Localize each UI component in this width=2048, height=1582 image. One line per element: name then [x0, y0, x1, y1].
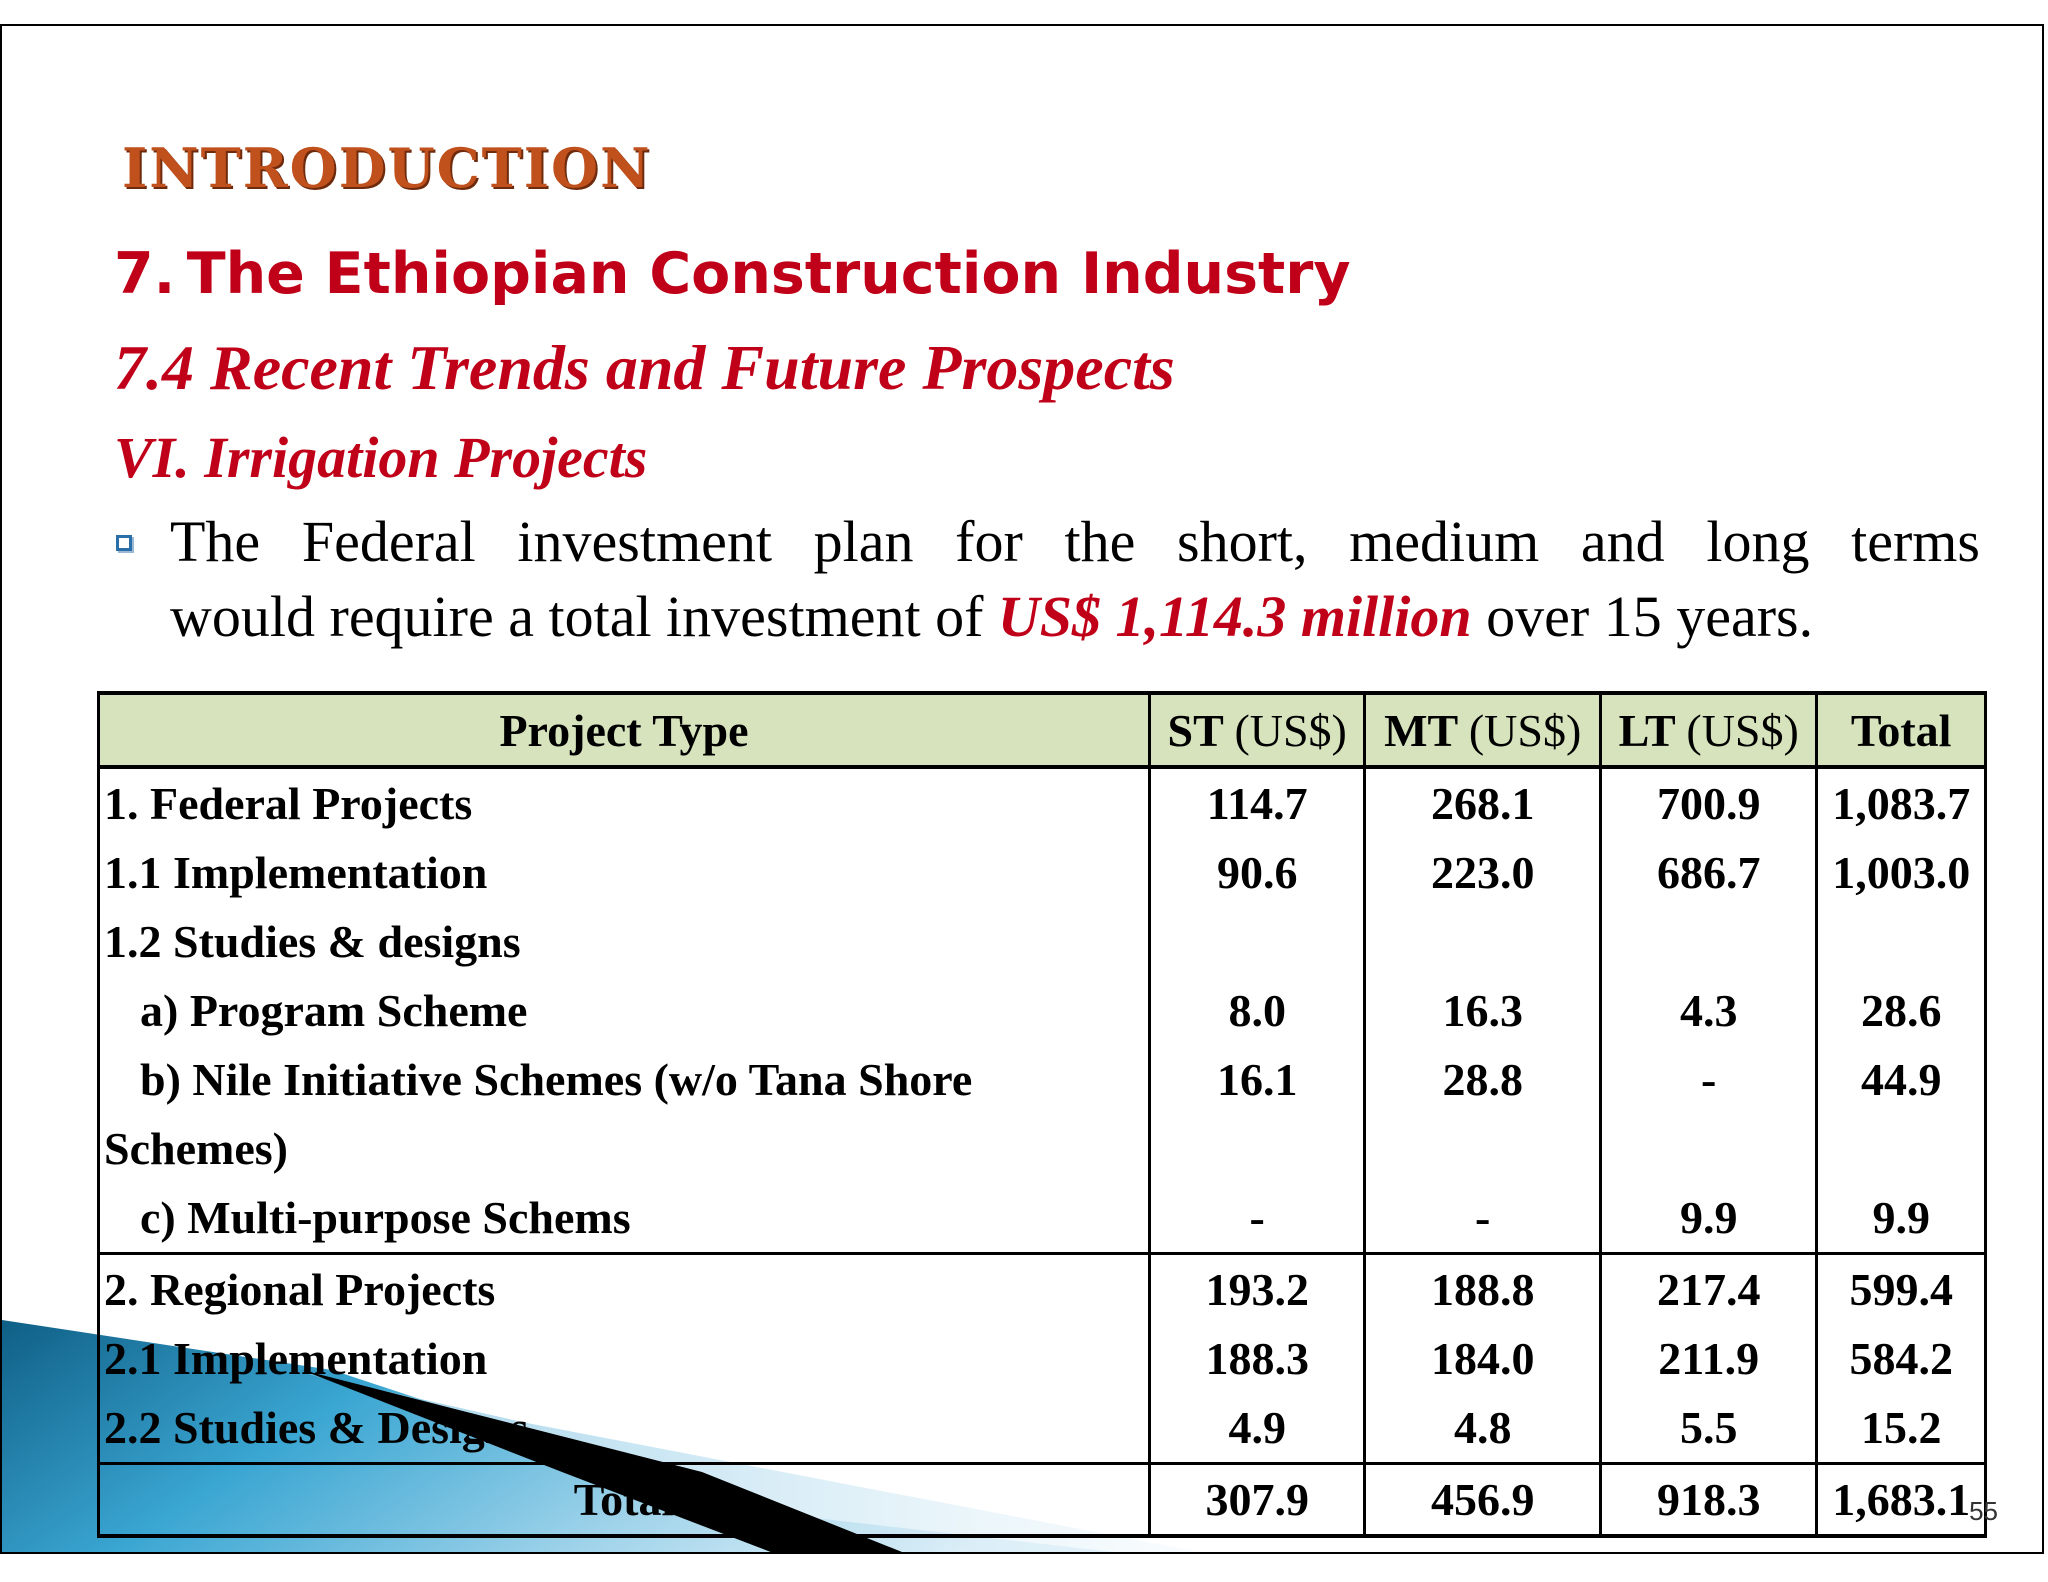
table-row: Schemes): [97, 1114, 1987, 1183]
investment-highlight: US$ 1,114.3 million: [997, 584, 1472, 649]
row-label: 1.1 Implementation: [97, 838, 1151, 907]
cell-st: 16.1: [1147, 1045, 1367, 1114]
cell-st: [1147, 1114, 1367, 1183]
row-label: Schemes): [97, 1114, 1151, 1183]
cell-st: 8.0: [1147, 976, 1367, 1045]
table-header-row: Project Type ST (US$) MT (US$) LT (US$) …: [97, 691, 1987, 769]
table-row: 2.1 Implementation 188.3 184.0 211.9 584…: [97, 1324, 1987, 1393]
cell-lt: [1598, 907, 1819, 976]
cell-total: 584.2: [1815, 1324, 1987, 1393]
row-label: c) Multi-purpose Schems: [97, 1183, 1151, 1255]
table-row: a) Program Scheme 8.0 16.3 4.3 28.6: [97, 976, 1987, 1045]
section-heading: VI. Irrigation Projects: [114, 425, 648, 490]
bullet-text-before: would require a total investment of: [170, 584, 998, 649]
header-project-type: Project Type: [97, 691, 1151, 769]
cell-mt: -: [1363, 1183, 1602, 1255]
cell-mt: 4.8: [1363, 1393, 1602, 1464]
cell-lt: 211.9: [1598, 1324, 1819, 1393]
slide-title: 7. The Ethiopian Construction Industry: [114, 241, 1351, 307]
cell-mt: 268.1: [1363, 767, 1602, 838]
cell-total: 44.9: [1815, 1045, 1987, 1114]
table-row: c) Multi-purpose Schems - - 9.9 9.9: [97, 1183, 1987, 1255]
table-row: 1. Federal Projects 114.7 268.1 700.9 1,…: [97, 767, 1987, 838]
row-label: 1.2 Studies & designs: [97, 907, 1151, 976]
page-number: 55: [1969, 1496, 1998, 1526]
slide: INTRODUCTION 7. The Ethiopian Constructi…: [0, 24, 2044, 1554]
total-mt: 456.9: [1363, 1462, 1602, 1538]
cell-st: 4.9: [1147, 1393, 1367, 1464]
cell-mt: 223.0: [1363, 838, 1602, 907]
cell-lt: 5.5: [1598, 1393, 1819, 1464]
cell-total: [1815, 907, 1987, 976]
header-st: ST (US$): [1147, 691, 1367, 769]
cell-lt: -: [1598, 1045, 1819, 1114]
header-st-label: ST: [1167, 704, 1223, 756]
cell-lt: [1598, 1114, 1819, 1183]
row-label: a) Program Scheme: [97, 976, 1151, 1045]
cell-total: 1,003.0: [1815, 838, 1987, 907]
cell-mt: 28.8: [1363, 1045, 1602, 1114]
header-mt-unit: (US$): [1468, 704, 1582, 756]
cell-total: 15.2: [1815, 1393, 1987, 1464]
row-label: 2.1 Implementation: [97, 1324, 1151, 1393]
row-label: b) Nile Initiative Schemes (w/o Tana Sho…: [97, 1045, 1151, 1114]
cell-total: 599.4: [1815, 1253, 1987, 1324]
total-label: Total: [97, 1462, 1151, 1538]
header-mt: MT (US$): [1363, 691, 1602, 769]
cell-st: 90.6: [1147, 838, 1367, 907]
row-label: 2.2 Studies & Designs: [97, 1393, 1151, 1464]
cell-st: 114.7: [1147, 767, 1367, 838]
cell-mt: 184.0: [1363, 1324, 1602, 1393]
cell-lt: 686.7: [1598, 838, 1819, 907]
header-total: Total: [1815, 691, 1987, 769]
row-label: 1. Federal Projects: [97, 767, 1151, 838]
bullet-paragraph: The Federal investment plan for the shor…: [170, 504, 1980, 654]
cell-mt: 16.3: [1363, 976, 1602, 1045]
cell-st: [1147, 907, 1367, 976]
cell-total: 9.9: [1815, 1183, 1987, 1255]
total-lt: 918.3: [1598, 1462, 1819, 1538]
cell-mt: [1363, 907, 1602, 976]
cell-lt: 700.9: [1598, 767, 1819, 838]
total-st: 307.9: [1147, 1462, 1367, 1538]
bullet-line-1: The Federal investment plan for the shor…: [170, 509, 1980, 574]
cell-total: 1,083.7: [1815, 767, 1987, 838]
header-st-unit: (US$): [1234, 704, 1347, 756]
cell-lt: 217.4: [1598, 1253, 1819, 1324]
table-row: 2.2 Studies & Designs 4.9 4.8 5.5 15.2: [97, 1393, 1987, 1464]
slide-subtitle: 7.4 Recent Trends and Future Prospects: [114, 332, 1175, 403]
bullet-square-icon: [116, 535, 132, 551]
table-total-row: Total 307.9 456.9 918.3 1,683.1: [97, 1462, 1987, 1538]
header-lt-label: LT: [1618, 704, 1675, 756]
header-mt-label: MT: [1384, 704, 1458, 756]
header-lt: LT (US$): [1598, 691, 1819, 769]
investment-table: Project Type ST (US$) MT (US$) LT (US$) …: [97, 691, 1987, 1538]
cell-lt: 4.3: [1598, 976, 1819, 1045]
cell-total: 28.6: [1815, 976, 1987, 1045]
total-total: 1,683.1: [1815, 1462, 1987, 1538]
intro-heading: INTRODUCTION: [122, 136, 652, 200]
cell-st: 188.3: [1147, 1324, 1367, 1393]
cell-mt: 188.8: [1363, 1253, 1602, 1324]
table-row: 2. Regional Projects 193.2 188.8 217.4 5…: [97, 1253, 1987, 1324]
cell-st: 193.2: [1147, 1253, 1367, 1324]
bullet-text-after: over 15 years.: [1471, 584, 1814, 649]
header-lt-unit: (US$): [1686, 704, 1799, 756]
table-row: b) Nile Initiative Schemes (w/o Tana Sho…: [97, 1045, 1987, 1114]
row-label: 2. Regional Projects: [97, 1253, 1151, 1324]
bullet-line-2: would require a total investment of US$ …: [170, 579, 1980, 654]
table-row: 1.1 Implementation 90.6 223.0 686.7 1,00…: [97, 838, 1987, 907]
cell-lt: 9.9: [1598, 1183, 1819, 1255]
cell-total: [1815, 1114, 1987, 1183]
cell-mt: [1363, 1114, 1602, 1183]
cell-st: -: [1147, 1183, 1367, 1255]
table-row: 1.2 Studies & designs: [97, 907, 1987, 976]
